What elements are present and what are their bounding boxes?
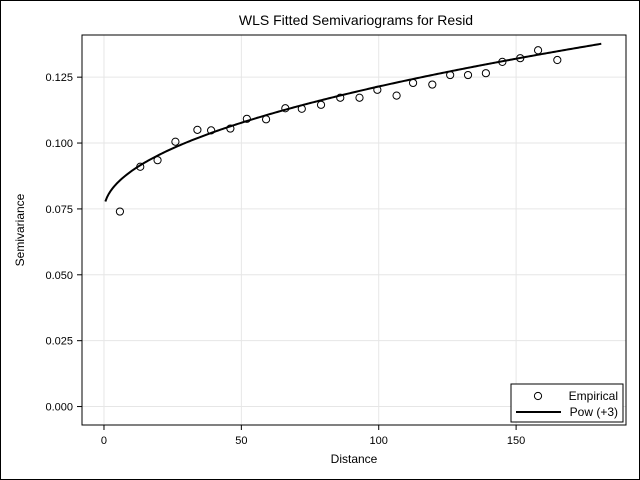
empirical-point [297,104,306,113]
x-tick-label: 0 [101,435,107,447]
empirical-point [355,93,364,102]
empirical-point [242,114,251,123]
y-tick-label: 0.125 [45,72,73,84]
x-axis-label: Distance [331,452,378,466]
y-axis-label: Semivariance [13,193,27,266]
y-tick-label: 0.100 [45,138,73,150]
empirical-point [463,70,473,80]
x-tick-label: 100 [370,435,388,447]
empirical-point [281,104,290,113]
grid-lines [82,35,626,425]
empirical-point [136,162,145,171]
empirical-point [207,126,216,135]
empirical-point [373,85,382,94]
legend-label-empirical: Empirical [569,389,618,403]
plot-frame [81,34,627,426]
empirical-point [226,124,235,133]
empirical-point [446,70,455,80]
legend-box [510,383,624,423]
empirical-point [392,91,401,100]
empirical-point [153,156,162,165]
legend-label-pow: Pow (+3) [570,405,618,419]
x-tick-label: 50 [235,435,247,447]
y-tick-label: 0.075 [45,204,73,216]
y-tick-label: 0.000 [45,402,73,414]
empirical-point [336,93,345,102]
fitted-curve-pow [104,42,602,202]
empirical-point [516,54,525,63]
chart-title: WLS Fitted Semivariograms for Resid [239,12,473,28]
empirical-point [193,125,202,134]
legend: Empirical Pow (+3) [510,383,624,423]
legend-marker-empirical [533,391,543,401]
y-tick-label: 0.050 [45,270,73,282]
empirical-point [533,46,543,55]
y-tick-label: 0.025 [45,336,73,348]
data-layer [104,42,602,216]
empirical-point [316,100,326,109]
x-tick-label: 150 [507,435,525,447]
empirical-point [171,137,180,146]
empirical-point [481,69,490,78]
empirical-point [498,57,507,66]
empirical-point [553,55,562,65]
empirical-point [428,80,437,89]
empirical-point [115,207,125,216]
axis-ticks: 0 50 100 150 0.000 0.025 0.050 0.075 0.100 0.125 [45,72,525,447]
empirical-point [408,78,418,88]
empirical-point [261,115,271,124]
